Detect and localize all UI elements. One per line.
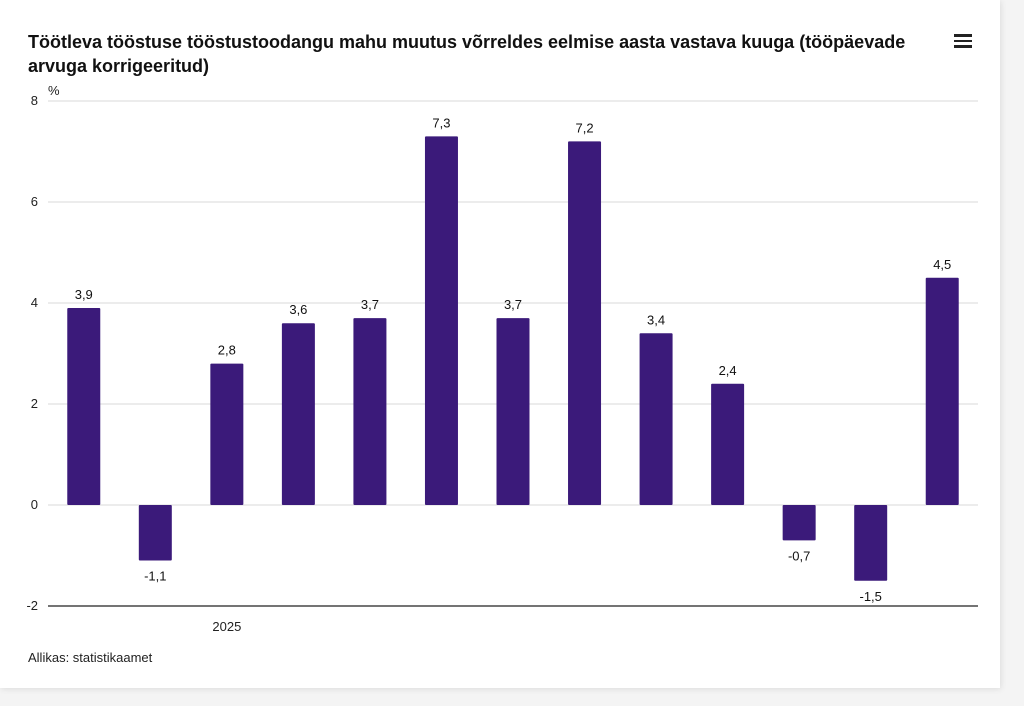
x-tick-label: 2025 xyxy=(212,619,241,634)
source-note: Allikas: statistikaamet xyxy=(28,650,153,665)
data-label: 7,2 xyxy=(575,120,593,135)
data-label: 3,7 xyxy=(361,297,379,312)
data-label: 7,3 xyxy=(432,115,450,130)
hamburger-menu-icon[interactable] xyxy=(950,30,976,52)
bar xyxy=(138,505,172,561)
bar xyxy=(925,277,959,505)
y-tick-label: 0 xyxy=(31,497,38,512)
bar xyxy=(782,505,816,541)
data-label: -0,7 xyxy=(788,548,810,563)
data-label: 4,5 xyxy=(933,257,951,272)
y-tick-label: 8 xyxy=(31,93,38,108)
y-tick-label: 2 xyxy=(31,396,38,411)
bar-chart: -2 0 2 4 6 8% 3,9 -1,1 2,8 3,6 3,7 7,3 3,7 7,2 3,4 2,4 -… xyxy=(26,83,978,634)
bar xyxy=(424,136,458,505)
bar xyxy=(353,318,387,505)
data-label: 3,7 xyxy=(504,297,522,312)
chart-card: Töötleva tööstuse tööstustoodangu mahu m… xyxy=(0,0,1000,688)
data-label: 3,6 xyxy=(289,302,307,317)
bar xyxy=(568,141,602,505)
y-axis-label: % xyxy=(48,83,60,98)
y-tick-label: -2 xyxy=(26,598,38,613)
data-label: 3,9 xyxy=(75,287,93,302)
bar xyxy=(496,318,530,505)
y-tick-label: 4 xyxy=(31,295,38,310)
bar xyxy=(711,383,745,505)
data-label: -1,5 xyxy=(859,589,881,604)
chart-title: Töötleva tööstuse tööstustoodangu mahu m… xyxy=(28,32,906,76)
data-label: -1,1 xyxy=(144,569,166,584)
bar xyxy=(67,308,101,505)
bar xyxy=(854,505,888,581)
bar xyxy=(210,363,244,505)
bar xyxy=(281,323,315,505)
y-tick-label: 6 xyxy=(31,194,38,209)
data-label: 3,4 xyxy=(647,312,665,327)
data-label: 2,8 xyxy=(218,343,236,358)
data-label: 2,4 xyxy=(719,363,737,378)
bar xyxy=(639,333,673,505)
